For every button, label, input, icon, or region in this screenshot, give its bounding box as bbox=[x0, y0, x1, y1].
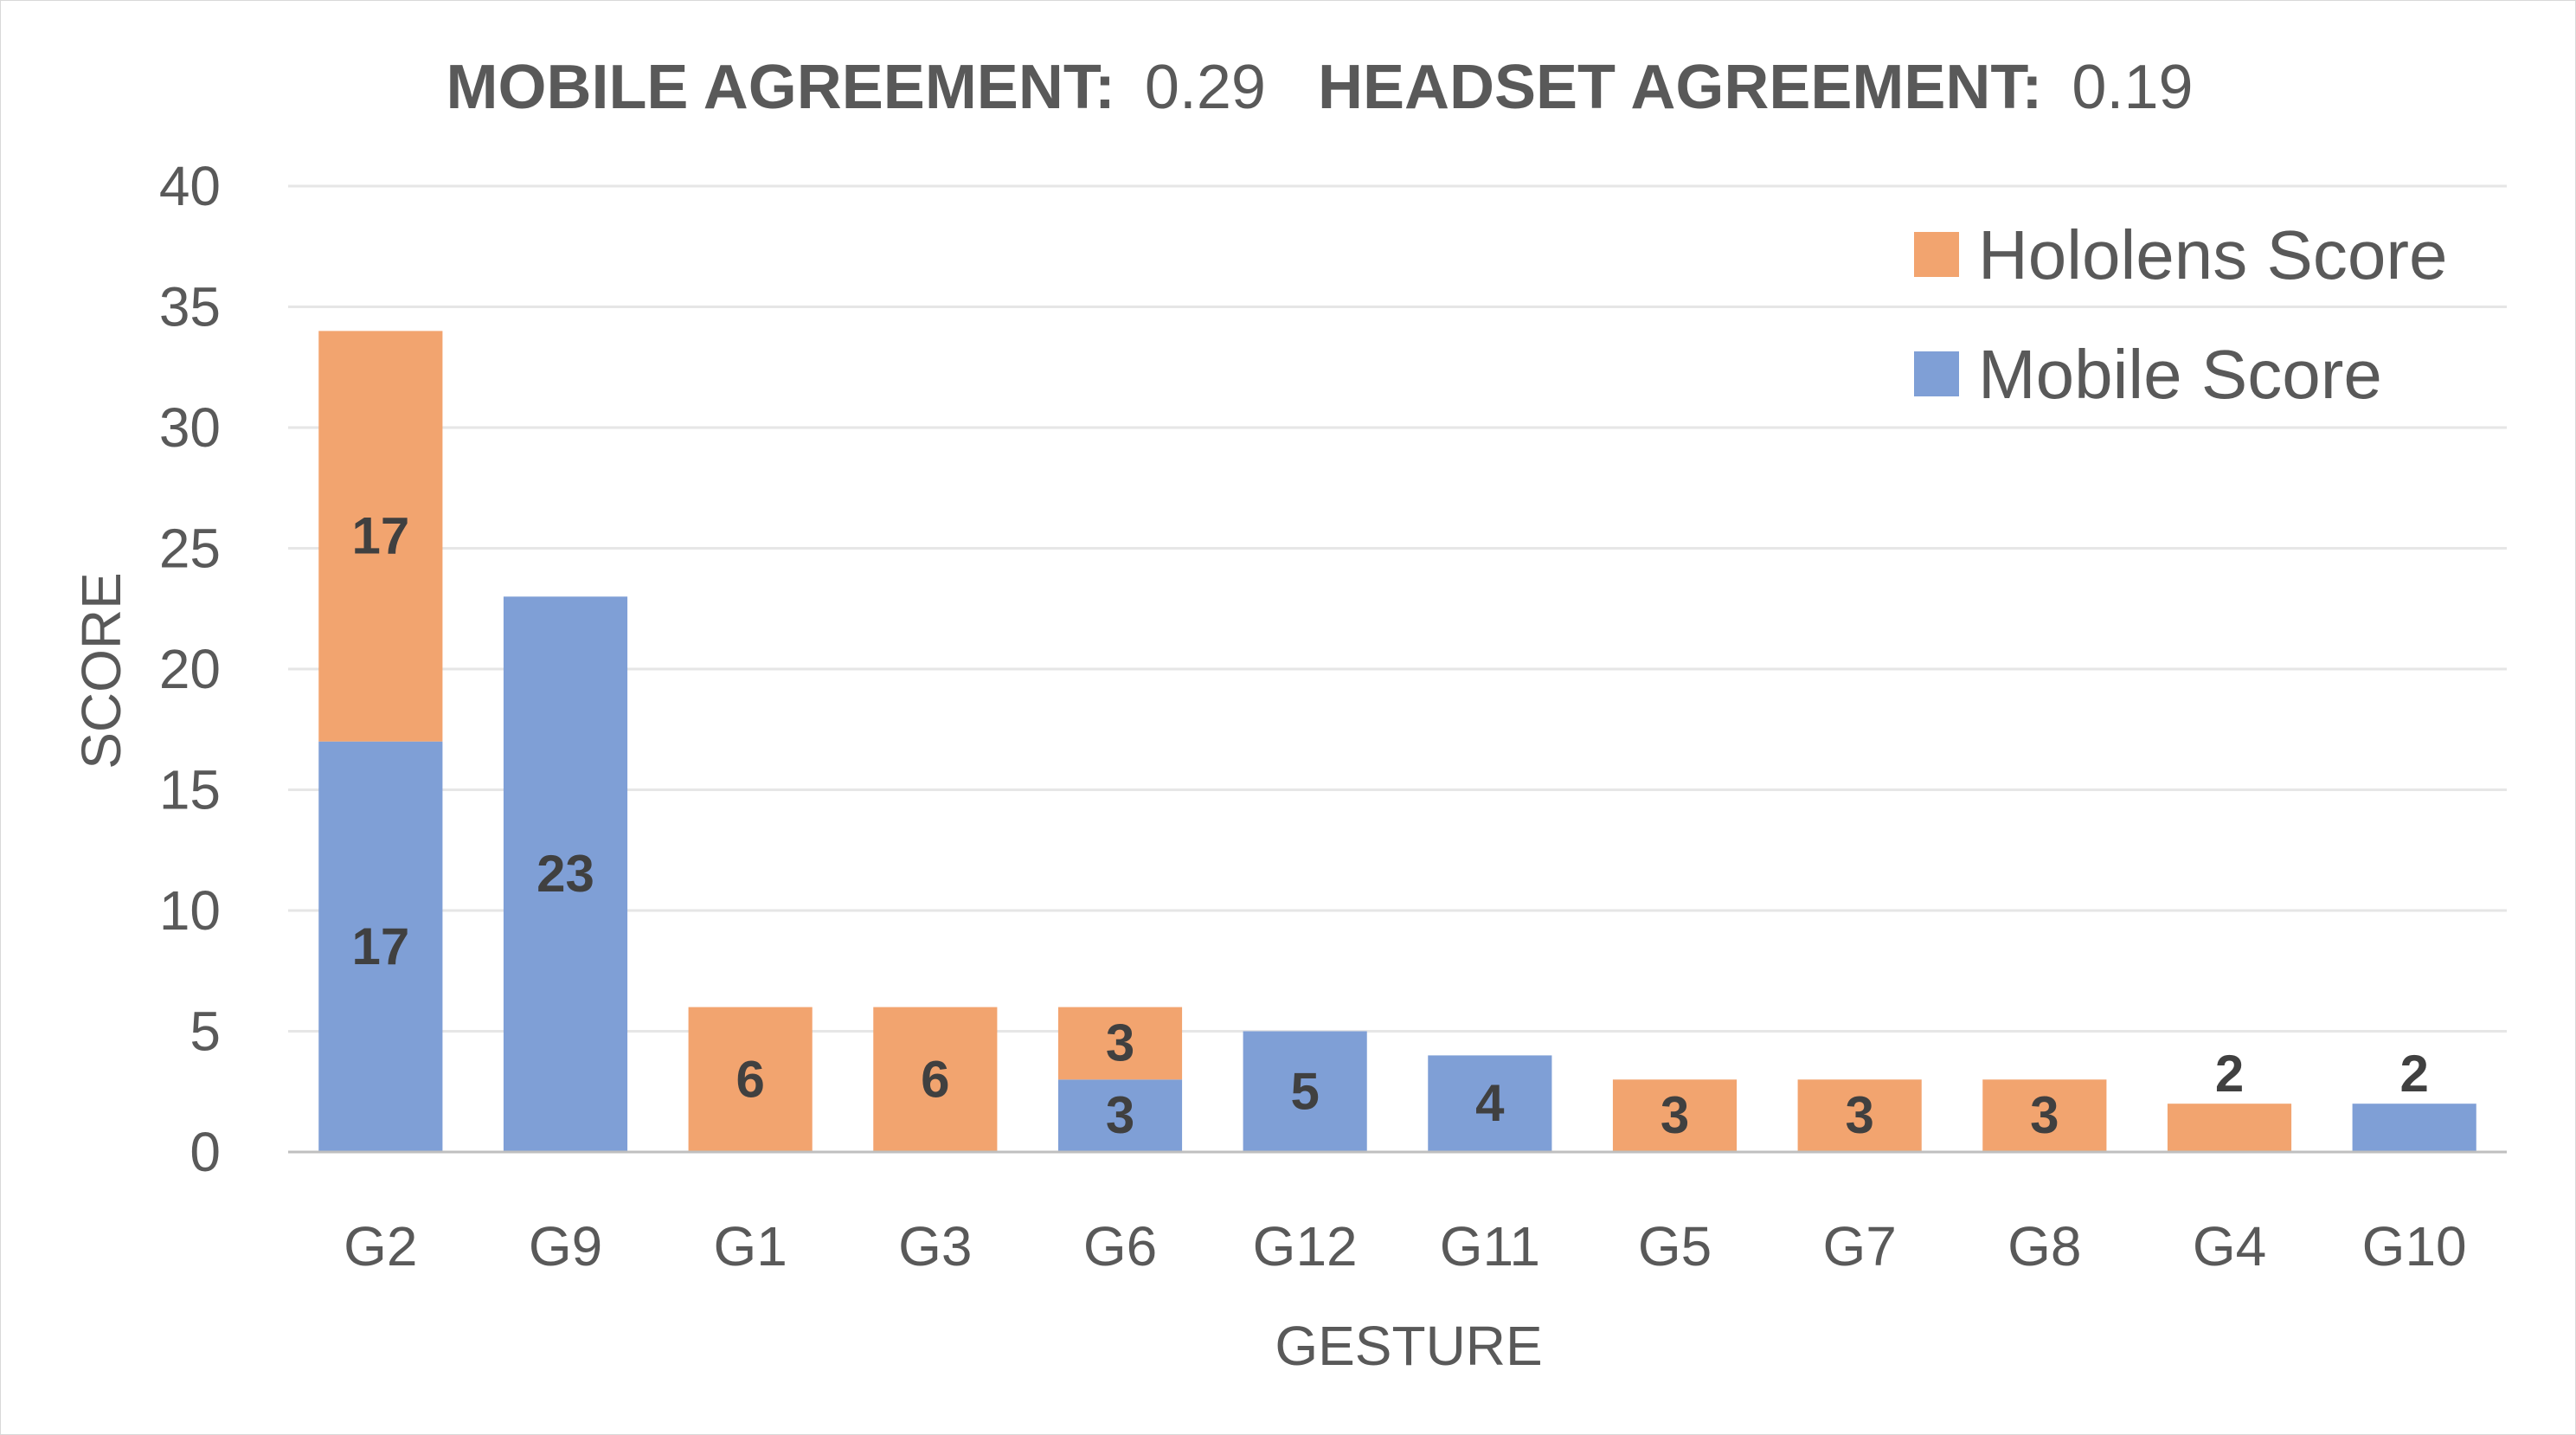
y-tick-label: 15 bbox=[159, 759, 221, 821]
x-tick-label: G10 bbox=[2362, 1215, 2467, 1277]
y-tick-label: 0 bbox=[190, 1121, 221, 1183]
data-label: 6 bbox=[736, 1050, 764, 1108]
x-tick-label: G8 bbox=[2007, 1215, 2081, 1277]
title-mobile-label: MOBILE AGREEMENT: bbox=[446, 53, 1115, 122]
bar-segment bbox=[1428, 1055, 1552, 1152]
bar-segment bbox=[1982, 1079, 2107, 1152]
y-tick-label: 35 bbox=[159, 276, 221, 338]
title-headset-label: HEADSET AGREEMENT: bbox=[1318, 53, 2042, 122]
title-headset-value: 0.19 bbox=[2072, 53, 2193, 122]
bar-segment bbox=[2167, 1104, 2292, 1152]
y-tick-label: 20 bbox=[159, 638, 221, 700]
bar-segment bbox=[1057, 1007, 1183, 1080]
bars bbox=[318, 331, 2476, 1152]
data-label: 5 bbox=[1290, 1062, 1319, 1120]
x-tick-label: G6 bbox=[1083, 1215, 1157, 1277]
data-label: 2 bbox=[2399, 1045, 2428, 1103]
legend: Hololens Score Mobile Score bbox=[1914, 216, 2448, 413]
bar-segment bbox=[1797, 1079, 1922, 1152]
data-label: 2 bbox=[2215, 1045, 2244, 1103]
x-tick-label: G9 bbox=[529, 1215, 602, 1277]
x-tick-label: G1 bbox=[713, 1215, 787, 1277]
data-label: 3 bbox=[2030, 1086, 2059, 1144]
data-label: 17 bbox=[351, 917, 409, 975]
bar-segment bbox=[318, 331, 443, 742]
data-label: 3 bbox=[1106, 1086, 1134, 1144]
data-labels: 17 23 3 5 4 2 17 6 6 3 3 3 3 2 bbox=[351, 507, 2428, 1145]
bar-segment bbox=[503, 596, 628, 1152]
bar-segment bbox=[1612, 1079, 1738, 1152]
data-label: 3 bbox=[1106, 1014, 1134, 1071]
bar-segment bbox=[688, 1007, 813, 1152]
bar-segment bbox=[318, 741, 443, 1152]
legend-label: Hololens Score bbox=[1978, 216, 2448, 293]
legend-swatch bbox=[1914, 351, 1959, 396]
x-tick-label: G7 bbox=[1822, 1215, 1896, 1277]
x-tick-label: G11 bbox=[1440, 1215, 1540, 1277]
y-tick-label: 30 bbox=[159, 396, 221, 459]
data-label: 3 bbox=[1845, 1086, 1873, 1144]
title-mobile-value: 0.29 bbox=[1145, 53, 1266, 122]
x-tick-label: G4 bbox=[2193, 1215, 2266, 1277]
data-label: 3 bbox=[1661, 1086, 1689, 1144]
y-axis-title: SCORE bbox=[70, 572, 132, 769]
data-label: 6 bbox=[921, 1050, 949, 1108]
bar-segment bbox=[2352, 1104, 2476, 1152]
data-label: 17 bbox=[351, 507, 409, 565]
bar-segment bbox=[1057, 1079, 1183, 1152]
x-tick-label: G2 bbox=[344, 1215, 417, 1277]
legend-label: Mobile Score bbox=[1978, 336, 2382, 413]
data-label: 23 bbox=[536, 845, 594, 903]
x-axis-title: GESTURE bbox=[1275, 1315, 1542, 1377]
chart-title: MOBILE AGREEMENT: 0.29 HEADSET AGREEMENT… bbox=[446, 53, 2193, 122]
gridlines bbox=[288, 184, 2507, 1033]
y-tick-label: 40 bbox=[159, 155, 221, 217]
data-label: 4 bbox=[1475, 1074, 1505, 1132]
bar-segment bbox=[873, 1007, 998, 1152]
y-tick-label: 25 bbox=[159, 518, 221, 580]
bar-segment bbox=[1243, 1031, 1367, 1152]
x-tick-label: G12 bbox=[1253, 1215, 1358, 1277]
x-tick-label: G5 bbox=[1638, 1215, 1712, 1277]
y-tick-label: 10 bbox=[159, 879, 221, 942]
x-tick-label: G3 bbox=[898, 1215, 972, 1277]
y-tick-label: 5 bbox=[190, 1001, 221, 1063]
legend-swatch bbox=[1914, 232, 1959, 277]
